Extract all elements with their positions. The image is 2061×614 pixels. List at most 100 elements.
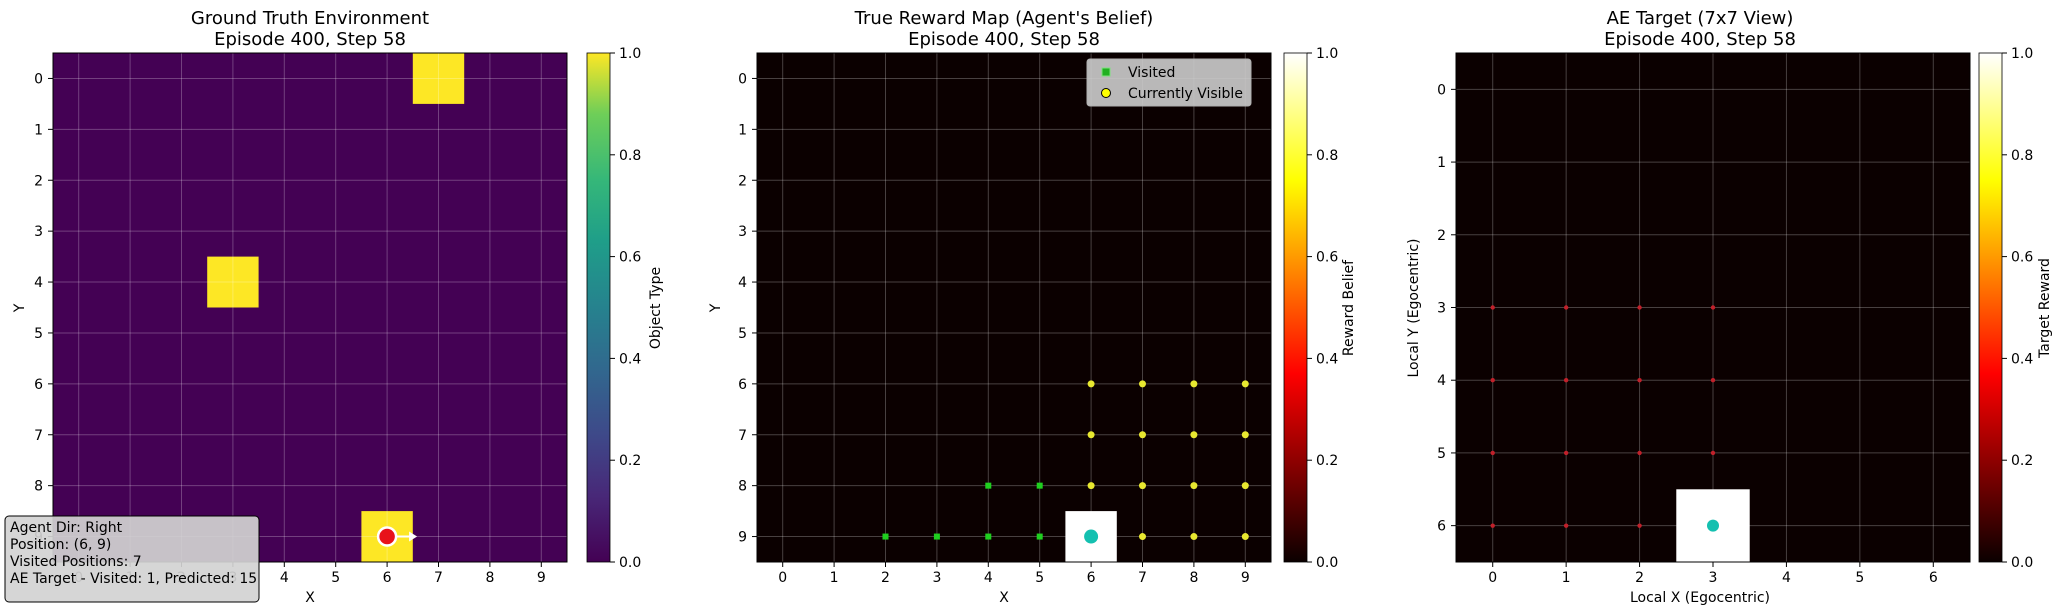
info-visited-positions: Visited Positions: 7: [10, 554, 142, 570]
predicted-marker: [1563, 378, 1569, 383]
colorbar-tick-label: 0.2: [619, 453, 641, 469]
agent-marker: [1084, 529, 1099, 544]
panel-2-colorbar-label: Reward Belief: [1341, 259, 1357, 356]
panel-ground-truth: Ground Truth Environment Episode 400, St…: [12, 8, 664, 606]
x-tick-label: 6: [383, 570, 392, 586]
y-tick-label: 8: [738, 479, 747, 495]
panel-1-y-axis-label: Y: [12, 303, 28, 313]
panel-1-title-line-1: Ground Truth Environment: [191, 8, 429, 29]
panel-1-colorbar: [586, 52, 611, 563]
colorbar-tick-label: 0.8: [2011, 148, 2033, 164]
panel-3-title-line-1: AE Target (7x7 View): [1607, 8, 1794, 29]
y-tick-label: 0: [34, 71, 43, 87]
x-tick-label: 5: [1035, 570, 1044, 586]
predicted-marker: [1710, 450, 1716, 456]
y-tick-label: 3: [34, 224, 43, 240]
colorbar-tick-label: 0.0: [1316, 555, 1338, 571]
y-tick-label: 5: [1437, 446, 1446, 462]
predicted-marker: [1710, 305, 1716, 310]
y-tick-label: 9: [738, 530, 747, 546]
visible-marker: [1139, 380, 1146, 388]
info-ae-target: AE Target - Visited: 1, Predicted: 15: [10, 571, 257, 587]
colorbar-tick-label: 0.2: [1316, 453, 1338, 469]
x-tick-label: 6: [1087, 570, 1096, 586]
visible-marker: [1241, 431, 1249, 439]
y-tick-label: 6: [1437, 519, 1446, 535]
legend-frame: [1086, 58, 1252, 107]
visible-marker: [1139, 431, 1146, 439]
legend-visible-marker: [1101, 88, 1111, 98]
plot-frame: [756, 52, 1272, 563]
y-tick-label: 7: [738, 428, 747, 444]
predicted-marker: [1563, 305, 1569, 310]
panel-3-colorbar-ticks: 0.0 0.2 0.4 0.6 0.8 1.0: [2002, 46, 2033, 571]
visited-marker: [933, 533, 940, 540]
visible-marker: [1190, 380, 1198, 388]
panel-1-x-axis-label: X: [305, 590, 315, 606]
x-tick-label: 2: [881, 570, 890, 586]
x-tick-label: 7: [1138, 570, 1147, 586]
predicted-marker: [1563, 450, 1569, 456]
predicted-marker: [1490, 450, 1495, 456]
y-tick-label: 1: [738, 122, 747, 138]
colorbar-tick-label: 0.8: [1316, 148, 1338, 164]
x-tick-label: 8: [1189, 570, 1198, 586]
colorbar-tick-label: 0.6: [619, 250, 641, 266]
y-tick-label: 4: [738, 275, 747, 291]
legend-visited-label: Visited: [1128, 65, 1175, 81]
predicted-marker: [1637, 378, 1642, 383]
x-tick-label: 1: [830, 570, 839, 586]
heatmap-background: [53, 53, 567, 562]
y-tick-label: 3: [1437, 301, 1446, 317]
panel-2-title-line-1: True Reward Map (Agent's Belief): [854, 8, 1154, 29]
legend-visible-label: Currently Visible: [1128, 86, 1243, 102]
y-tick-label: 0: [738, 71, 747, 87]
x-tick-label: 3: [1709, 570, 1718, 586]
panel-3-plot-area: 0 1 2 3 4 5 6 0 1 2 3 4 5 6: [1437, 52, 1971, 586]
colorbar-tick-label: 0.6: [2011, 250, 2033, 266]
x-tick-label: 5: [331, 570, 340, 586]
visited-marker: [985, 482, 992, 489]
colorbar-tick-label: 0.6: [1316, 250, 1338, 266]
visible-marker: [1190, 482, 1198, 490]
panel-2-plot-area: 0 1 2 3 4 5 6 7 8 9 0 1 2 3 4 5 6 7 8 9: [738, 52, 1272, 586]
panel-2-title-line-2: Episode 400, Step 58: [908, 29, 1100, 50]
panel-3-x-axis-label: Local X (Egocentric): [1630, 590, 1770, 606]
panel-reward-map: True Reward Map (Agent's Belief) Episode…: [708, 8, 1357, 606]
x-tick-label: 4: [1782, 570, 1791, 586]
predicted-marker: [1563, 523, 1569, 528]
y-tick-label: 6: [738, 377, 747, 393]
y-tick-label: 2: [1437, 228, 1446, 244]
colorbar-tick-label: 0.2: [2011, 453, 2033, 469]
colorbar-tick-label: 0.0: [619, 555, 641, 571]
panel-3-title-line-2: Episode 400, Step 58: [1604, 29, 1796, 50]
colorbar-tick-label: 1.0: [2011, 46, 2033, 62]
visible-marker: [1139, 533, 1146, 541]
panel-2-y-axis-label: Y: [708, 303, 724, 313]
y-tick-label: 7: [34, 428, 43, 444]
panel-1-colorbar-label: Object Type: [648, 267, 664, 349]
x-tick-label: 8: [485, 570, 494, 586]
x-tick-label: 1: [1562, 570, 1571, 586]
heatmap-cell: [412, 53, 465, 104]
x-tick-label: 4: [280, 570, 289, 586]
colorbar-tick-label: 0.4: [619, 351, 641, 367]
panel-2-legend: Visited Currently Visible: [1086, 58, 1252, 107]
panel-1-colorbar-ticks: 0.0 0.2 0.4 0.6 0.8 1.0: [610, 46, 641, 571]
visible-marker: [1087, 431, 1095, 439]
panel-2-colorbar-ticks: 0.0 0.2 0.4 0.6 0.8 1.0: [1307, 46, 1338, 571]
predicted-marker: [1490, 305, 1495, 310]
visible-marker: [1087, 380, 1095, 388]
agent-direction-arrowhead: [409, 531, 418, 542]
y-tick-label: 2: [34, 173, 43, 189]
agent-marker: [1707, 519, 1719, 532]
x-tick-label: 7: [434, 570, 443, 586]
colorbar-tick-label: 0.8: [619, 148, 641, 164]
info-agent-dir: Agent Dir: Right: [10, 520, 123, 536]
colorbar-tick-label: 1.0: [619, 46, 641, 62]
panel-3-colorbar: [1978, 52, 2003, 563]
x-tick-label: 9: [1241, 570, 1250, 586]
colorbar-tick-label: 0.0: [2011, 555, 2033, 571]
